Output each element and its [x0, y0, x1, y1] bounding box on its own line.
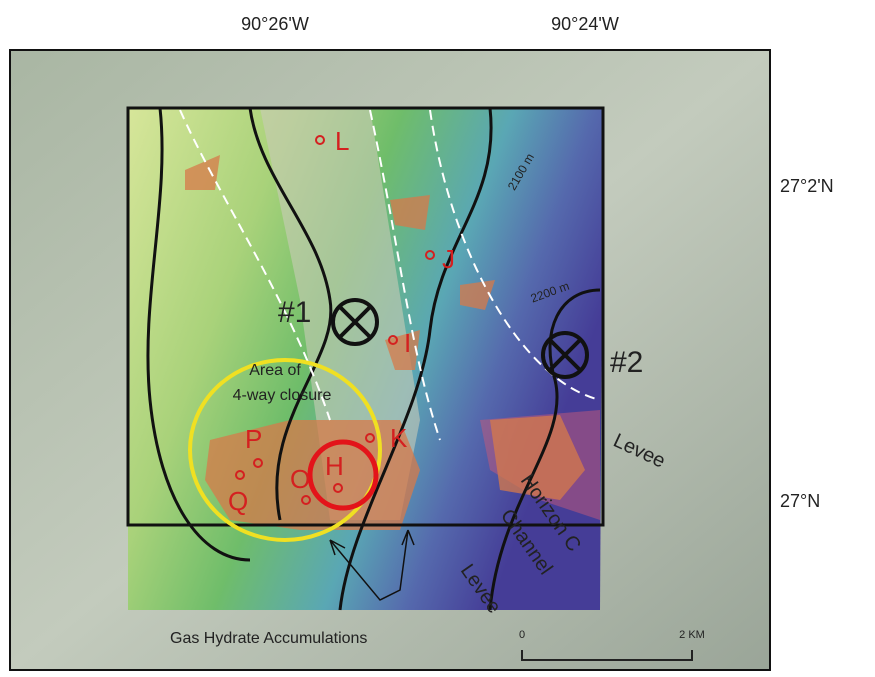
site-label: H [325, 451, 344, 481]
site-label: O [290, 464, 310, 494]
map: 90°26'W 90°24'W 27°2'N 27°N 2100 m 2200 … [0, 0, 875, 677]
latitude-label: 27°2'N [780, 176, 834, 196]
site-label: L [335, 126, 349, 156]
well-label: #1 [278, 296, 311, 329]
closure-label: Area of [249, 362, 301, 379]
longitude-label: 90°26'W [241, 14, 309, 34]
site-label: J [442, 244, 455, 274]
site-label: I [404, 328, 411, 358]
site-label: Q [228, 486, 248, 516]
site-label: P [245, 424, 262, 454]
well-label: #2 [610, 346, 643, 379]
longitude-label: 90°24'W [551, 14, 619, 34]
legend-text: Gas Hydrate Accumulations [170, 630, 367, 647]
scale-label: 0 [519, 629, 525, 641]
latitude-label: 27°N [780, 491, 820, 511]
site-label: K [390, 423, 408, 453]
closure-label: 4-way closure [233, 387, 332, 404]
scale-label: 2 KM [679, 629, 705, 641]
